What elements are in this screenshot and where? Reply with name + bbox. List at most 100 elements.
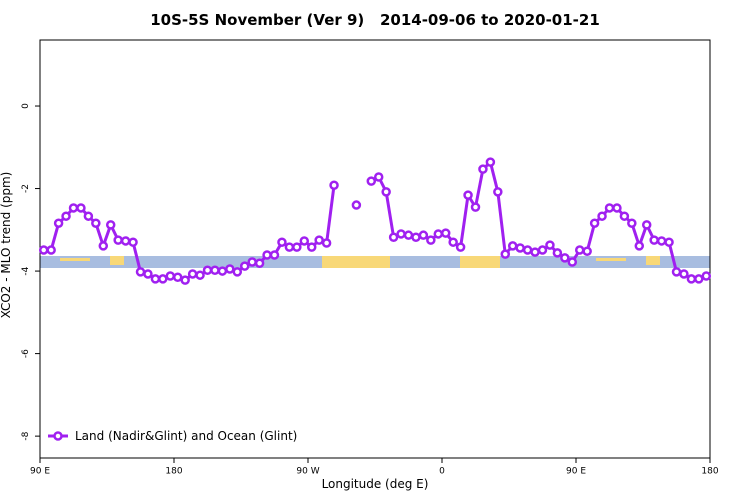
data-point [284,242,295,252]
x-tick-label: 0 [439,467,445,477]
data-point [232,267,243,277]
data-point [470,202,481,212]
data-point [135,267,146,277]
data-point [507,241,518,251]
data-point [202,265,213,276]
data-point [589,218,600,228]
y-tick-label: -4 [21,266,31,275]
data-point [641,220,652,230]
data-point [388,232,399,242]
data-point [225,264,235,274]
y-tick-label: 0 [21,103,31,109]
data-point [574,245,585,255]
data-point [158,274,168,284]
x-axis-label: Longitude (deg E) [322,477,429,491]
data-point [373,172,384,182]
legend-marker [53,431,63,441]
data-point [619,211,630,221]
data-point [180,275,190,285]
x-tick-label: 180 [165,467,182,477]
data-point [679,269,689,279]
data-point [664,237,674,247]
data-point [634,241,645,251]
data-point [411,232,421,242]
data-point [76,203,86,213]
data-point [143,269,153,279]
x-tick-label: 180 [701,467,718,477]
data-point [299,236,310,246]
data-point [306,242,317,252]
data-point [582,246,592,257]
x-tick-label: 90 W [296,467,319,477]
map-strip [40,256,710,268]
data-point [53,218,64,228]
y-axis-label: XCO2 - MLO trend (ppm) [0,172,13,319]
data-point [314,235,324,245]
plot-frame [39,39,711,459]
data-point [493,187,503,197]
data-point [612,203,622,213]
data-point [91,218,101,228]
data-point [113,235,123,245]
data-point [105,220,116,230]
data-point [217,266,228,276]
y-tick-label: -8 [21,431,31,440]
data-point [597,211,607,221]
data-point [701,271,712,281]
data-point [656,236,667,246]
data-point [210,265,220,276]
data-point [478,164,488,174]
data-point [500,249,511,259]
data-point [552,248,563,258]
data-point [448,237,458,247]
x-tick-label: 90 E [566,467,586,477]
data-point [604,203,615,213]
data-point [351,200,362,210]
data-point [403,230,414,240]
data-point [120,236,131,246]
data-point [38,245,49,255]
data-point [567,257,578,267]
data-point [46,245,56,255]
y-tick-label: -6 [21,349,31,358]
data-point [455,242,466,252]
data-point [694,274,704,284]
data-point [396,229,406,239]
data-point [262,250,272,260]
data-point [254,258,265,268]
data-point [83,211,94,221]
data-point [321,238,332,248]
data-point [187,269,198,279]
data-point [247,257,257,267]
data-point [463,190,473,200]
data-point [172,272,183,283]
data-point [381,187,391,197]
data-point [98,241,109,251]
data-point [277,237,287,247]
data-point [292,242,302,252]
data-point [128,237,138,247]
data-point [418,230,429,240]
data-point [515,243,525,253]
legend-label: Land (Nadir&Glint) and Ocean (Glint) [75,429,297,443]
data-point [433,229,444,239]
data-point [269,250,280,260]
data-point [426,235,436,245]
data-point [366,176,377,186]
data-point [61,211,71,221]
data-point [150,274,161,284]
data-point [671,267,682,277]
data-point [522,245,533,255]
data-point [686,274,697,284]
data-point [560,253,570,263]
data-point [329,180,339,190]
y-tick-label: -2 [21,184,31,193]
data-point [537,245,548,255]
data-point [530,247,540,257]
data-point [485,157,496,167]
data-point [649,235,659,245]
chart-title: 10S-5S November (Ver 9) 2014-09-06 to 20… [150,11,600,29]
data-point [545,240,555,250]
data-point [239,261,250,271]
